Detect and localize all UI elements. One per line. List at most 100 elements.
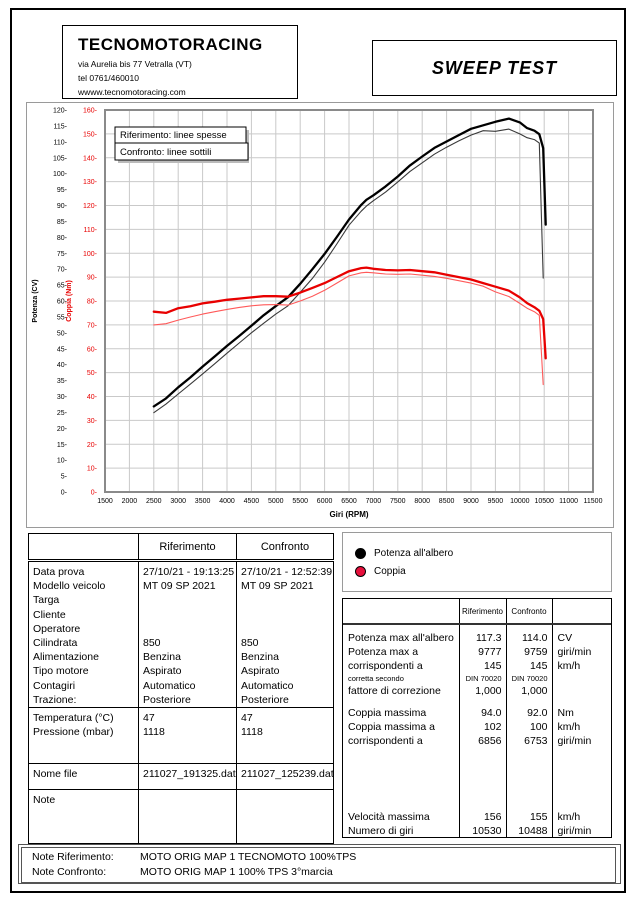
svg-text:120-: 120- [53, 108, 68, 115]
svg-text:40-: 40- [87, 394, 98, 401]
results-label: corrispondenti a [348, 735, 423, 747]
svg-text:3000: 3000 [170, 498, 186, 505]
results-rif: DIN 70020 [465, 674, 502, 683]
svg-text:7500: 7500 [390, 498, 406, 505]
results-rif: 156 [483, 811, 502, 823]
svg-text:130-: 130- [83, 179, 98, 186]
results-unit: km/h [557, 660, 581, 672]
svg-text:50-: 50- [57, 330, 68, 337]
page-border [10, 8, 626, 893]
svg-text:30-: 30- [57, 394, 68, 401]
svg-text:95-: 95- [57, 187, 68, 194]
results-col-rif: 117.3 9777 145 DIN 70020 1,000 94.0 102 6856 156… [458, 624, 506, 838]
svg-text:2000: 2000 [122, 498, 138, 505]
legend-item-torque: Coppia [355, 565, 611, 577]
bottom-note-label: Note Riferimento: [32, 851, 114, 863]
power-dot-icon [355, 547, 366, 559]
info-cell: Note [28, 788, 139, 844]
results-unit [553, 684, 612, 698]
report-title: SWEEP TEST [431, 57, 558, 78]
company-website: wwww.tecnomotoracing.com [78, 87, 186, 97]
results-rif: 10530 [472, 825, 502, 837]
bottom-note-row: Note Confronto: MOTO ORIG MAP 1 100% TPS … [22, 865, 615, 880]
results-label: Potenza max a [348, 646, 419, 658]
results-table-wrap: Riferimento Confronto Potenza max all'al… [342, 598, 612, 838]
results-label: fattore di correzione [348, 685, 441, 697]
bottom-notes-box: Note Riferimento: MOTO ORIG MAP 1 TECNOMO… [18, 844, 621, 884]
svg-text:45-: 45- [57, 346, 68, 353]
info-cell: 27/10/21 - 12:52:39 MT 09 SP 2021 850 Benz… [236, 560, 334, 708]
svg-text:40-: 40- [57, 362, 68, 369]
bottom-notes-inner: Note Riferimento: MOTO ORIG MAP 1 TECNOMO… [21, 847, 616, 883]
info-cell: 47 1118 [138, 706, 237, 764]
info-env-block: Temperatura (°C) Pressione (mbar) 47 1118 47… [28, 706, 334, 764]
svg-text:9000: 9000 [463, 498, 479, 505]
company-name: TECNOMOTORACING [78, 35, 263, 54]
results-conf: 92.0 [527, 707, 548, 719]
info-cell [138, 788, 237, 844]
svg-text:0-: 0- [61, 490, 68, 497]
info-main-block: Data prova Modello veicolo Targa Cliente Ope… [28, 560, 334, 708]
results-header-row: Riferimento Confronto [343, 599, 611, 625]
results-header-riferimento: Riferimento [458, 599, 506, 625]
bottom-note-label: Note Confronto: [32, 866, 107, 878]
results-unit: giri/min [557, 735, 592, 747]
results-unit: giri/min [557, 825, 592, 837]
svg-text:110-: 110- [84, 227, 98, 234]
svg-text:Potenza (CV): Potenza (CV) [32, 279, 39, 322]
legend-torque-label: Coppia [374, 565, 406, 577]
results-label: corretta secondo [348, 674, 404, 683]
curve-legend: Potenza all'albero Coppia [342, 532, 612, 592]
svg-text:8500: 8500 [439, 498, 455, 505]
svg-text:35-: 35- [57, 378, 68, 385]
svg-text:4000: 4000 [219, 498, 235, 505]
svg-text:75-: 75- [57, 251, 68, 258]
results-label: Potenza max all'albero [348, 632, 454, 644]
results-rif: 6856 [478, 735, 502, 747]
bottom-note-text: MOTO ORIG MAP 1 TECNOMOTO 100%TPS [140, 851, 357, 863]
svg-text:115-: 115- [54, 123, 68, 130]
torque-dot-icon [355, 565, 366, 577]
svg-text:65-: 65- [57, 283, 68, 290]
results-header-units [551, 599, 611, 625]
svg-text:5000: 5000 [268, 498, 284, 505]
info-cell: Nome file [28, 762, 139, 790]
legend-power-label: Potenza all'albero [374, 547, 454, 559]
bottom-note-text: MOTO ORIG MAP 1 100% TPS 3°marcia [140, 866, 333, 878]
svg-text:80-: 80- [57, 235, 68, 242]
svg-text:70-: 70- [57, 267, 68, 274]
results-label: Velocità massima [348, 811, 430, 823]
svg-text:110-: 110- [54, 139, 68, 146]
svg-text:Coppia (Nm): Coppia (Nm) [66, 280, 73, 322]
svg-text:100-: 100- [83, 251, 98, 258]
info-cell: 211027_125239.dat [236, 762, 334, 790]
results-conf: 1,000 [521, 685, 548, 697]
info-cell: Data prova Modello veicolo Targa Cliente Ope… [28, 560, 139, 708]
curve-potenza-confronto [153, 128, 544, 414]
results-header-empty [343, 599, 459, 625]
results-conf: 10488 [518, 825, 548, 837]
svg-text:15-: 15- [57, 442, 68, 449]
results-rif: 9777 [478, 646, 502, 658]
results-conf: 155 [529, 811, 548, 823]
svg-text:8000: 8000 [414, 498, 430, 505]
info-header-empty [28, 533, 139, 562]
results-table: Riferimento Confronto Potenza max all'al… [343, 599, 611, 838]
results-conf: 6753 [524, 735, 548, 747]
svg-text:150-: 150- [83, 131, 98, 138]
svg-text:60-: 60- [57, 299, 68, 306]
svg-text:30-: 30- [87, 418, 98, 425]
results-col-conf: 114.0 9759 145 DIN 70020 1,000 92.0 100 6753 155… [505, 624, 552, 838]
info-file-block: Nome file 211027_191325.dat 211027_125239.… [28, 762, 334, 790]
svg-text:3500: 3500 [195, 498, 211, 505]
svg-text:85-: 85- [57, 219, 68, 226]
svg-text:6000: 6000 [317, 498, 333, 505]
company-phone: tel 0761/460010 [78, 73, 139, 83]
svg-text:140-: 140- [83, 155, 98, 162]
svg-text:20-: 20- [57, 426, 68, 433]
info-note-block: Note [28, 788, 334, 844]
report-title-box: SWEEP TEST [372, 40, 617, 96]
svg-text:10000: 10000 [510, 498, 530, 505]
svg-text:90-: 90- [57, 203, 68, 210]
